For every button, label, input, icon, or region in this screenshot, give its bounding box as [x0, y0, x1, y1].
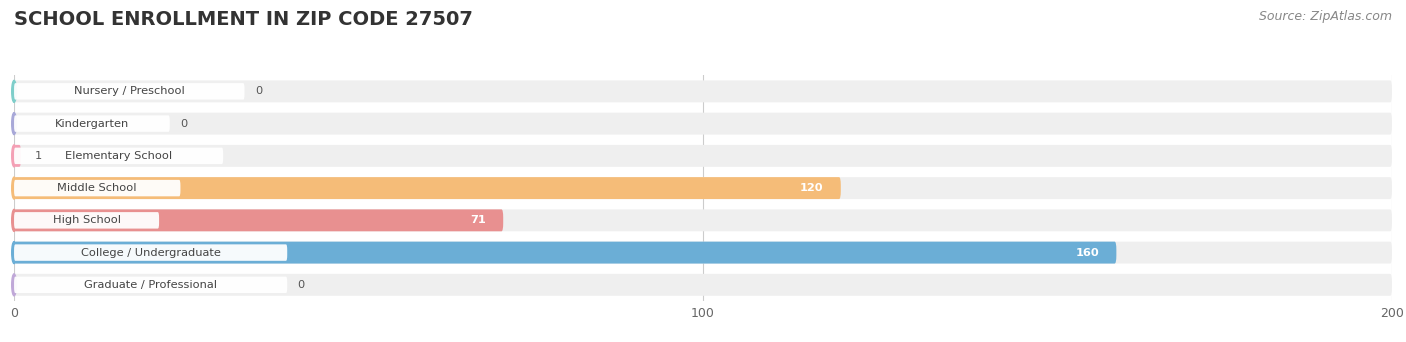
FancyBboxPatch shape: [14, 80, 1392, 102]
Circle shape: [11, 80, 17, 102]
FancyBboxPatch shape: [14, 274, 1392, 296]
FancyBboxPatch shape: [14, 148, 224, 164]
FancyBboxPatch shape: [14, 83, 245, 100]
FancyBboxPatch shape: [14, 209, 503, 231]
Text: 160: 160: [1076, 248, 1099, 258]
Text: Nursery / Preschool: Nursery / Preschool: [75, 87, 184, 96]
Circle shape: [11, 209, 17, 231]
FancyBboxPatch shape: [14, 277, 287, 293]
FancyBboxPatch shape: [14, 242, 1392, 264]
Text: College / Undergraduate: College / Undergraduate: [80, 248, 221, 258]
FancyBboxPatch shape: [14, 212, 159, 228]
Text: 0: 0: [298, 280, 305, 290]
Text: 0: 0: [254, 87, 262, 96]
Text: 71: 71: [470, 215, 486, 225]
Text: Source: ZipAtlas.com: Source: ZipAtlas.com: [1258, 10, 1392, 23]
Circle shape: [11, 177, 17, 199]
Circle shape: [11, 145, 17, 167]
Text: 120: 120: [800, 183, 824, 193]
Text: 1: 1: [35, 151, 42, 161]
Circle shape: [11, 274, 17, 296]
FancyBboxPatch shape: [14, 115, 170, 132]
Text: SCHOOL ENROLLMENT IN ZIP CODE 27507: SCHOOL ENROLLMENT IN ZIP CODE 27507: [14, 10, 472, 29]
FancyBboxPatch shape: [14, 145, 21, 167]
Text: Middle School: Middle School: [58, 183, 136, 193]
Circle shape: [11, 113, 17, 134]
Text: Kindergarten: Kindergarten: [55, 119, 129, 129]
Circle shape: [11, 242, 17, 264]
Text: Graduate / Professional: Graduate / Professional: [84, 280, 217, 290]
FancyBboxPatch shape: [14, 177, 1392, 199]
Text: High School: High School: [52, 215, 121, 225]
Text: 0: 0: [180, 119, 187, 129]
Text: Elementary School: Elementary School: [65, 151, 172, 161]
FancyBboxPatch shape: [14, 209, 1392, 231]
FancyBboxPatch shape: [14, 242, 1116, 264]
FancyBboxPatch shape: [14, 145, 1392, 167]
FancyBboxPatch shape: [14, 113, 1392, 134]
FancyBboxPatch shape: [14, 245, 287, 261]
FancyBboxPatch shape: [14, 180, 180, 196]
FancyBboxPatch shape: [14, 177, 841, 199]
